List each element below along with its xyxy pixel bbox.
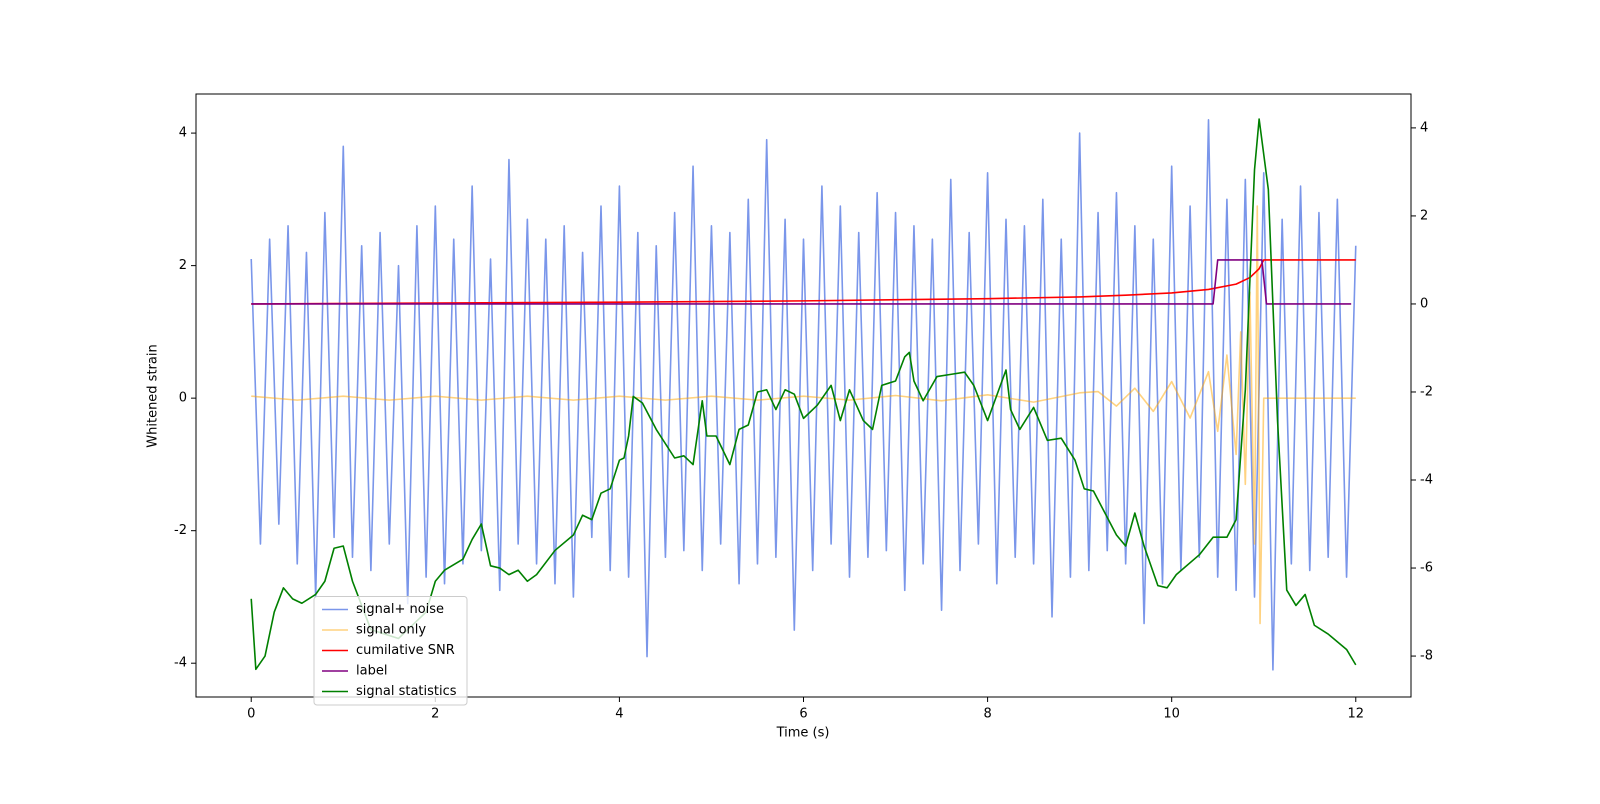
x-tick-label: 8	[983, 707, 991, 722]
x-tick-label: 0	[247, 707, 255, 722]
x-axis-label: Time (s)	[776, 726, 830, 741]
series-line	[250, 118, 1357, 671]
y2-tick-label: 0	[1420, 296, 1428, 311]
y2-tick-label: -6	[1420, 561, 1433, 576]
y2-tick-label: 4	[1420, 120, 1428, 135]
y-tick-label: -2	[174, 523, 187, 538]
y-tick-label: 2	[179, 258, 187, 273]
x-tick-label: 12	[1347, 707, 1364, 722]
x-tick-label: 6	[799, 707, 807, 722]
y-tick-label: 4	[179, 126, 187, 141]
plot-area	[250, 118, 1357, 671]
y2-tick-label: -8	[1420, 649, 1433, 664]
legend-label: signal only	[356, 623, 426, 638]
legend: signal+ noise signal only cumilative SNR la…	[313, 596, 468, 706]
y2-tick-label: -2	[1420, 384, 1433, 399]
y2-tick-label: 2	[1420, 208, 1428, 223]
x-tick-label: 4	[615, 707, 623, 722]
legend-label: signal+ noise	[356, 602, 444, 617]
x-tick-label: 2	[431, 707, 439, 722]
series-line	[251, 205, 1356, 625]
x-tick-label: 10	[1163, 707, 1180, 722]
legend-label: cumilative SNR	[356, 643, 455, 658]
series-line	[251, 259, 1356, 305]
legend-label: label	[356, 664, 387, 679]
y-tick-label: 0	[179, 391, 187, 406]
legend-label: signal statistics	[356, 684, 457, 699]
legend-box	[313, 596, 468, 706]
series-line	[251, 259, 1352, 305]
y-tick-label: -4	[174, 656, 187, 671]
series-line	[250, 119, 1357, 671]
y2-tick-label: -4	[1420, 473, 1433, 488]
y-axis-label: Whitened strain	[146, 344, 161, 447]
